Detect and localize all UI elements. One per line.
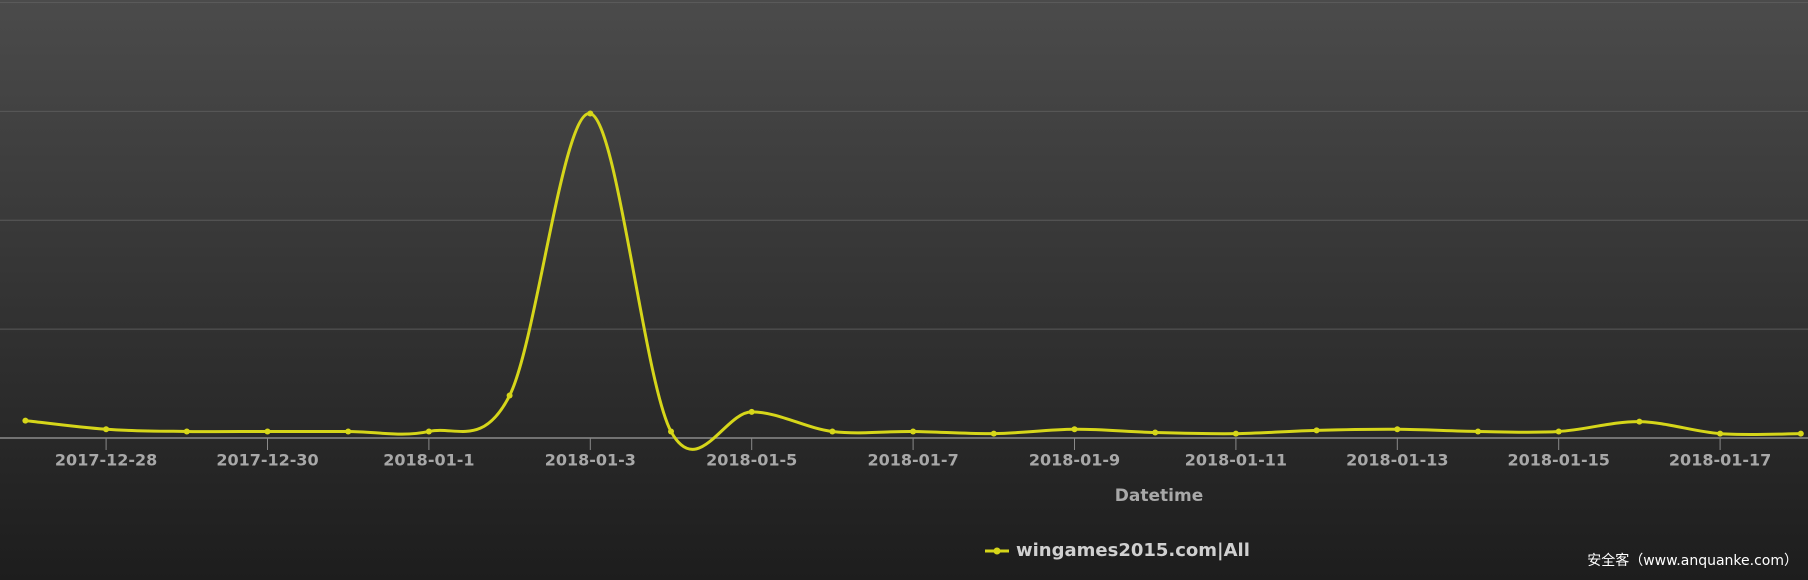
x-tick-label: 2018-01-17 [1669,451,1771,470]
point [910,428,917,435]
point [1555,428,1562,435]
point [1636,418,1643,425]
x-tick-label: 2018-01-13 [1346,451,1448,470]
point [748,408,755,415]
point [264,428,271,435]
x-tick-label: 2018-01-1 [383,451,474,470]
legend: wingames2015.com|All [985,540,1250,561]
point [183,428,190,435]
watermark: 安全客（www.anquanke.com） [1587,552,1798,569]
x-tick-label: 2018-01-5 [706,451,797,470]
x-tick-label: 2018-01-15 [1508,451,1610,470]
point [1717,430,1724,437]
point [1394,426,1401,433]
point [1071,426,1078,433]
x-tick-label: 2017-12-30 [216,451,318,470]
point [103,426,110,433]
x-tick-label: 2018-01-9 [1029,451,1120,470]
point [668,428,674,435]
point [829,428,836,435]
point [990,430,997,437]
legend-marker [993,547,1001,555]
point [22,417,29,424]
point [1475,428,1481,435]
x-tick-label: 2018-01-11 [1185,451,1287,470]
point [1313,427,1320,434]
point [425,428,432,435]
point [587,110,594,117]
point [345,428,352,435]
point [1152,429,1159,436]
legend-label[interactable]: wingames2015.com|All [1016,540,1250,561]
point [506,392,513,399]
point [1232,430,1239,437]
x-tick-label: 2018-01-3 [545,451,636,470]
x-axis-title: Datetime [1115,486,1203,506]
x-tick-label: 2018-01-7 [867,451,958,470]
x-tick-label: 2017-12-28 [55,451,157,470]
point [1797,430,1804,437]
